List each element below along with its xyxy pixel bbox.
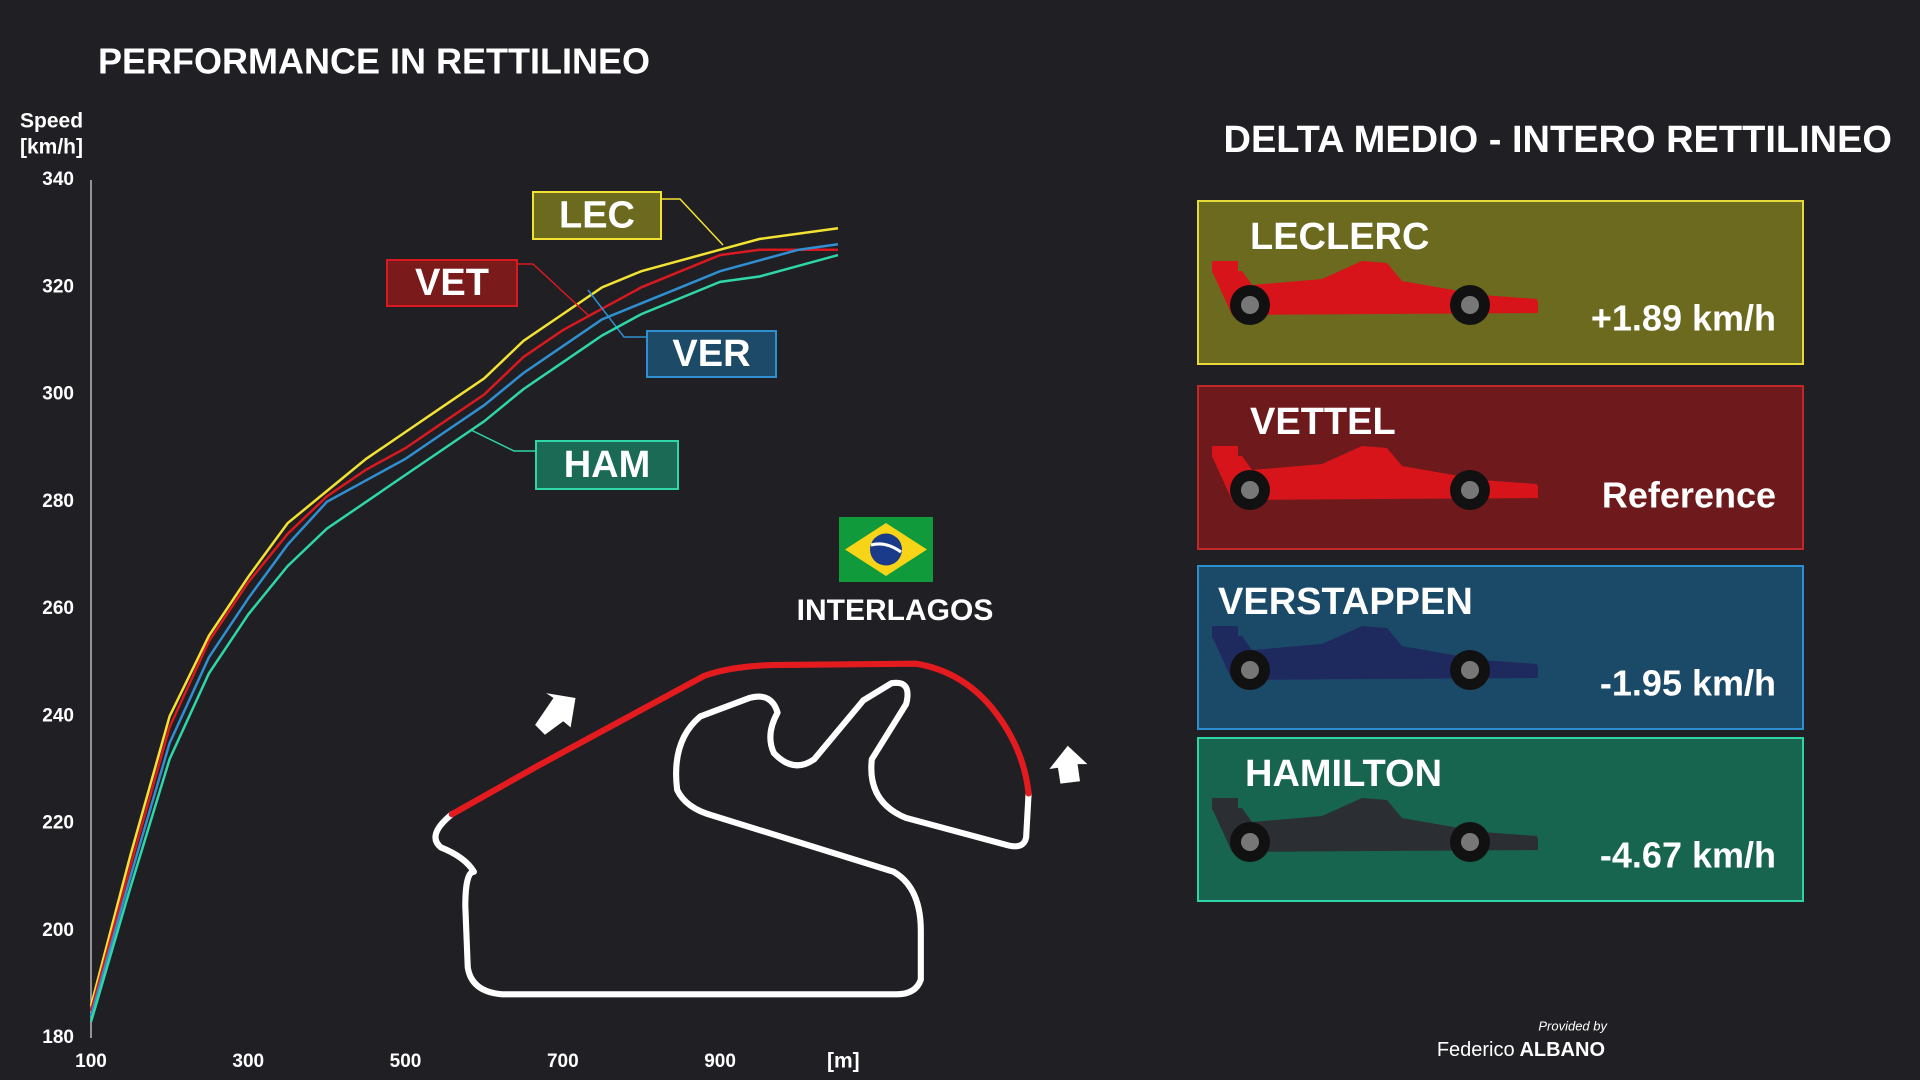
panel-title: DELTA MEDIO - INTERO RETTILINEO <box>1224 119 1893 161</box>
driver-name: LECLERC <box>1250 216 1429 258</box>
delta-value: Reference <box>1602 475 1776 516</box>
series-label-box <box>646 330 777 378</box>
car-rim <box>1241 661 1259 679</box>
car-rim <box>1461 481 1479 499</box>
series-label-box <box>386 259 518 307</box>
leader-line <box>517 263 589 316</box>
series-label: LEC <box>559 195 635 237</box>
driver-name: VETTEL <box>1250 401 1396 443</box>
y-tick-label: 280 <box>42 491 74 512</box>
car-rim <box>1241 296 1259 314</box>
car-rim <box>1241 481 1259 499</box>
series-label-box <box>532 191 662 240</box>
delta-card: VERSTAPPEN -1.95 km/h <box>1197 565 1804 730</box>
series-label: HAM <box>564 444 651 486</box>
x-tick-label: 700 <box>547 1051 579 1072</box>
car-wing <box>1212 626 1238 638</box>
circuit-name: INTERLAGOS <box>797 594 994 627</box>
credit-author: Federico ALBANO <box>1437 1039 1605 1061</box>
driver-name: HAMILTON <box>1245 753 1442 795</box>
track-map <box>432 660 1088 998</box>
leader-line <box>470 429 536 452</box>
car-front-wing <box>1490 666 1538 678</box>
car-front-wing <box>1490 838 1538 850</box>
y-tick-label: 260 <box>42 598 74 619</box>
flag <box>839 517 933 582</box>
y-tick-label: 220 <box>42 813 74 834</box>
x-tick-label: 500 <box>390 1051 422 1072</box>
series-line <box>89 227 839 1007</box>
car-wing <box>1212 261 1238 273</box>
x-tick-label: 100 <box>75 1051 107 1072</box>
car-wing <box>1212 446 1238 458</box>
y-tick-label: 240 <box>42 705 74 726</box>
series-line <box>89 253 839 1023</box>
series-label: VET <box>415 262 489 304</box>
credit-provided: Provided by <box>1538 1018 1608 1033</box>
credit-first: Federico <box>1437 1039 1515 1061</box>
x-tick-label: 300 <box>232 1051 264 1072</box>
y-tick-label: 320 <box>42 276 74 297</box>
leader-line <box>587 289 647 338</box>
delta-value: -4.67 km/h <box>1600 835 1776 876</box>
car-front-wing <box>1490 486 1538 498</box>
y-tick-label: 300 <box>42 384 74 405</box>
leader-line <box>661 198 724 246</box>
delta-value: -1.95 km/h <box>1600 663 1776 704</box>
delta-card: VETTEL Reference <box>1197 385 1804 550</box>
y-axis-label: Speed <box>20 110 83 133</box>
driver-name: VERSTAPPEN <box>1218 581 1473 623</box>
chart-title: PERFORMANCE IN RETTILINEO <box>98 41 650 82</box>
series-label-box <box>535 440 679 490</box>
car-front-wing <box>1490 301 1538 313</box>
delta-card: LECLERC +1.89 km/h <box>1197 200 1804 365</box>
delta-card: HAMILTON -4.67 km/h <box>1197 737 1804 902</box>
series-label: VER <box>672 333 750 375</box>
car-wing <box>1212 798 1238 810</box>
y-axis-label: [km/h] <box>20 136 83 159</box>
car-rim <box>1461 661 1479 679</box>
x-tick-label: 900 <box>704 1051 736 1072</box>
delta-value: +1.89 km/h <box>1591 298 1776 339</box>
x-axis-unit: [m] <box>827 1050 860 1073</box>
car-rim <box>1461 833 1479 851</box>
car-rim <box>1461 296 1479 314</box>
credit-last: ALBANO <box>1519 1039 1605 1061</box>
car-rim <box>1241 833 1259 851</box>
series-line <box>89 243 839 1017</box>
y-tick-label: 180 <box>42 1027 74 1048</box>
series-line <box>89 248 838 1012</box>
y-tick-label: 340 <box>42 169 74 190</box>
y-tick-label: 200 <box>42 920 74 941</box>
